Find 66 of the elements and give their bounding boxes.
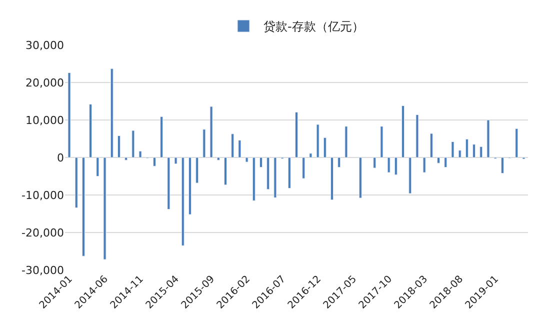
bar <box>288 157 291 188</box>
bar <box>373 157 376 168</box>
bar <box>96 157 100 176</box>
bar <box>103 157 106 260</box>
bar <box>408 157 412 194</box>
bar <box>338 157 341 168</box>
bar <box>202 129 206 158</box>
bar <box>402 106 405 158</box>
bar <box>89 104 92 158</box>
bar <box>224 157 227 186</box>
bar <box>330 157 334 200</box>
bar <box>274 157 277 198</box>
bar <box>465 138 468 158</box>
bar <box>416 114 419 158</box>
bar <box>316 124 320 158</box>
bar <box>472 144 476 158</box>
bar <box>132 130 135 158</box>
bar <box>188 157 192 215</box>
bar <box>295 112 298 158</box>
bar <box>174 157 178 164</box>
bar <box>387 157 390 173</box>
bar <box>181 157 184 246</box>
legend-label: 贷款-存款（亿元） <box>264 20 364 34</box>
bar <box>152 157 156 166</box>
y-tick-label: -10,000 <box>22 188 64 202</box>
bar <box>344 126 348 158</box>
bar <box>210 106 213 158</box>
bar <box>138 150 142 158</box>
bar <box>430 133 433 158</box>
y-tick-label: -20,000 <box>22 226 64 240</box>
bar <box>117 136 120 158</box>
bar <box>124 157 128 160</box>
y-tick-label: 0 <box>57 151 64 164</box>
bar <box>167 157 170 210</box>
bar <box>74 157 78 208</box>
bar <box>451 142 454 158</box>
y-tick-label: -30,000 <box>22 264 64 277</box>
bar <box>252 157 256 201</box>
bar <box>515 128 518 158</box>
bar <box>309 153 312 158</box>
bar <box>480 146 483 158</box>
bar <box>238 140 242 158</box>
bar <box>458 150 462 158</box>
bar <box>444 157 448 168</box>
y-tick-label: 20,000 <box>26 76 64 90</box>
bar <box>302 157 306 179</box>
bar <box>358 157 362 198</box>
bar <box>260 157 262 168</box>
bar <box>437 157 440 164</box>
bar <box>486 120 490 158</box>
y-tick-label: 30,000 <box>26 38 64 52</box>
bar <box>231 134 234 158</box>
bar <box>110 68 114 158</box>
bar <box>160 116 164 158</box>
bar <box>380 126 384 158</box>
bar <box>216 157 220 160</box>
bar <box>68 72 71 158</box>
bar <box>500 157 504 174</box>
y-tick-label: 10,000 <box>26 114 64 127</box>
bar <box>82 157 85 256</box>
bar <box>323 137 326 158</box>
bar <box>394 157 398 175</box>
bar <box>266 157 270 190</box>
bar <box>422 157 426 173</box>
bar <box>196 157 199 184</box>
bar <box>245 157 248 162</box>
